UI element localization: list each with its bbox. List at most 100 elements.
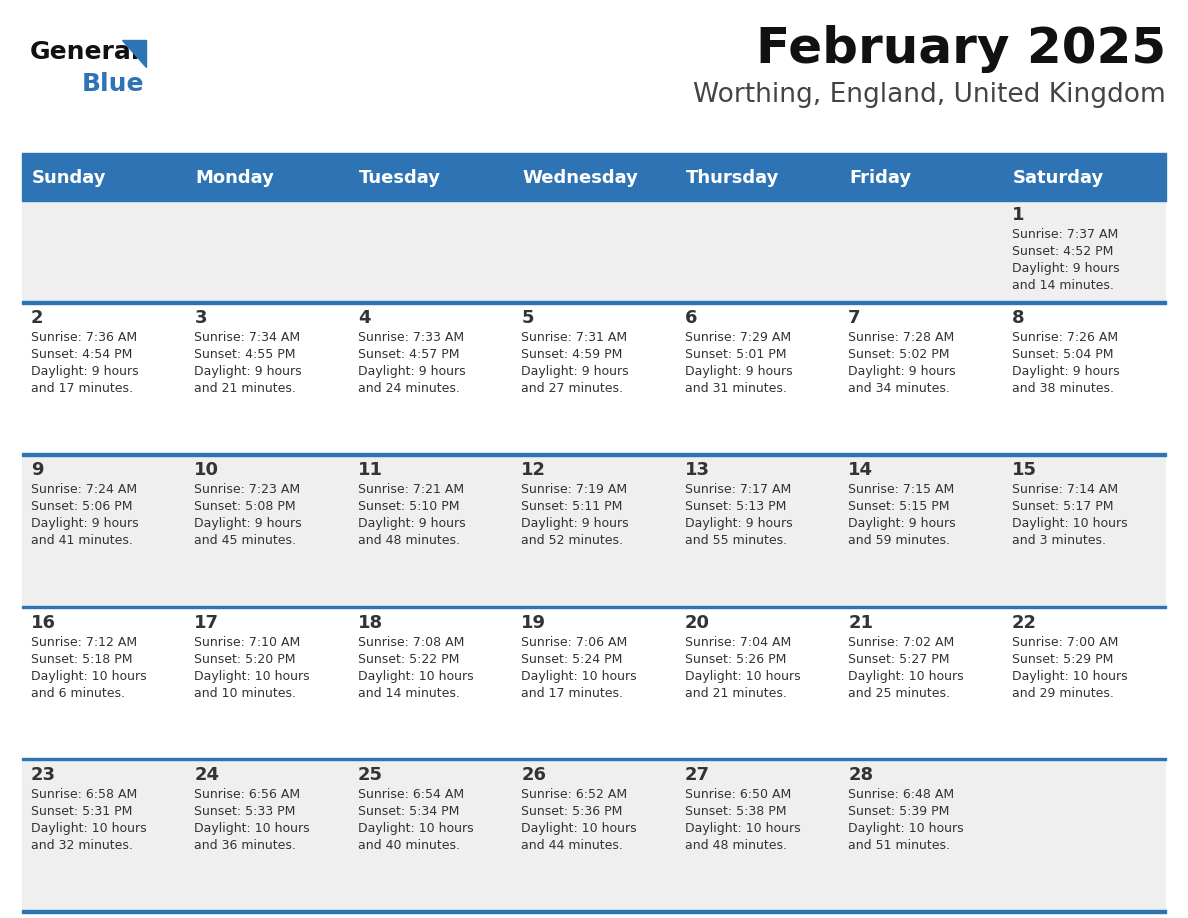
Text: 2: 2 <box>31 309 44 327</box>
Text: and 21 minutes.: and 21 minutes. <box>195 382 296 396</box>
Text: Saturday: Saturday <box>1012 169 1104 187</box>
Text: and 41 minutes.: and 41 minutes. <box>31 534 133 547</box>
Text: Sunrise: 6:58 AM: Sunrise: 6:58 AM <box>31 788 138 800</box>
Text: Daylight: 10 hours: Daylight: 10 hours <box>31 669 146 683</box>
Text: Sunrise: 7:14 AM: Sunrise: 7:14 AM <box>1011 484 1118 497</box>
Text: Daylight: 9 hours: Daylight: 9 hours <box>522 365 628 378</box>
Text: Sunset: 5:15 PM: Sunset: 5:15 PM <box>848 500 949 513</box>
Text: Sunset: 5:06 PM: Sunset: 5:06 PM <box>31 500 133 513</box>
Text: and 6 minutes.: and 6 minutes. <box>31 687 125 700</box>
Text: and 17 minutes.: and 17 minutes. <box>31 382 133 396</box>
Text: Sunset: 5:04 PM: Sunset: 5:04 PM <box>1011 348 1113 362</box>
Text: 23: 23 <box>31 766 56 784</box>
Text: 1: 1 <box>1011 206 1024 224</box>
Text: Sunrise: 7:33 AM: Sunrise: 7:33 AM <box>358 331 465 344</box>
Polygon shape <box>122 40 146 67</box>
Text: Sunrise: 7:10 AM: Sunrise: 7:10 AM <box>195 635 301 649</box>
Text: Sunset: 5:11 PM: Sunset: 5:11 PM <box>522 500 623 513</box>
Text: and 38 minutes.: and 38 minutes. <box>1011 382 1113 396</box>
Text: Sunset: 5:29 PM: Sunset: 5:29 PM <box>1011 653 1113 666</box>
Text: Daylight: 9 hours: Daylight: 9 hours <box>1011 365 1119 378</box>
Text: Tuesday: Tuesday <box>359 169 441 187</box>
Text: 11: 11 <box>358 462 383 479</box>
Text: Sunset: 4:55 PM: Sunset: 4:55 PM <box>195 348 296 362</box>
Text: Daylight: 10 hours: Daylight: 10 hours <box>684 669 801 683</box>
Text: Sunset: 5:34 PM: Sunset: 5:34 PM <box>358 805 460 818</box>
Text: 15: 15 <box>1011 462 1037 479</box>
Text: Sunrise: 7:26 AM: Sunrise: 7:26 AM <box>1011 331 1118 344</box>
Text: and 17 minutes.: and 17 minutes. <box>522 687 624 700</box>
Text: Daylight: 9 hours: Daylight: 9 hours <box>684 365 792 378</box>
Bar <box>23 198 1165 200</box>
Text: Sunrise: 7:04 AM: Sunrise: 7:04 AM <box>684 635 791 649</box>
Text: Sunrise: 6:56 AM: Sunrise: 6:56 AM <box>195 788 301 800</box>
Text: Thursday: Thursday <box>685 169 779 187</box>
Text: and 34 minutes.: and 34 minutes. <box>848 382 950 396</box>
Text: Sunset: 4:57 PM: Sunset: 4:57 PM <box>358 348 460 362</box>
Bar <box>23 158 1165 198</box>
Text: Sunrise: 7:15 AM: Sunrise: 7:15 AM <box>848 484 954 497</box>
Text: Sunrise: 7:31 AM: Sunrise: 7:31 AM <box>522 331 627 344</box>
Text: Sunrise: 7:17 AM: Sunrise: 7:17 AM <box>684 484 791 497</box>
Text: Sunset: 5:33 PM: Sunset: 5:33 PM <box>195 805 296 818</box>
Text: 9: 9 <box>31 462 44 479</box>
Text: Daylight: 9 hours: Daylight: 9 hours <box>195 365 302 378</box>
Text: 18: 18 <box>358 613 383 632</box>
Text: and 55 minutes.: and 55 minutes. <box>684 534 786 547</box>
Text: Monday: Monday <box>196 169 274 187</box>
Bar <box>23 198 1165 301</box>
Text: Daylight: 10 hours: Daylight: 10 hours <box>358 669 474 683</box>
Bar <box>23 301 1165 453</box>
Text: and 48 minutes.: and 48 minutes. <box>358 534 460 547</box>
Text: and 59 minutes.: and 59 minutes. <box>848 534 950 547</box>
Text: Daylight: 10 hours: Daylight: 10 hours <box>195 822 310 834</box>
Text: and 31 minutes.: and 31 minutes. <box>684 382 786 396</box>
Text: Sunrise: 6:50 AM: Sunrise: 6:50 AM <box>684 788 791 800</box>
Text: Blue: Blue <box>82 72 145 96</box>
Text: Sunset: 5:22 PM: Sunset: 5:22 PM <box>358 653 460 666</box>
Text: Friday: Friday <box>849 169 911 187</box>
Text: Daylight: 9 hours: Daylight: 9 hours <box>358 365 466 378</box>
Text: and 44 minutes.: and 44 minutes. <box>522 839 624 852</box>
Text: Sunset: 4:52 PM: Sunset: 4:52 PM <box>1011 245 1113 258</box>
Text: 12: 12 <box>522 462 546 479</box>
Text: 13: 13 <box>684 462 709 479</box>
Text: 7: 7 <box>848 309 860 327</box>
Text: 25: 25 <box>358 766 383 784</box>
Text: Daylight: 10 hours: Daylight: 10 hours <box>358 822 474 834</box>
Text: Daylight: 10 hours: Daylight: 10 hours <box>31 822 146 834</box>
Text: Daylight: 9 hours: Daylight: 9 hours <box>684 518 792 531</box>
Text: Sunrise: 6:52 AM: Sunrise: 6:52 AM <box>522 788 627 800</box>
Bar <box>23 910 1165 912</box>
Text: February 2025: February 2025 <box>756 25 1165 73</box>
Bar <box>23 453 1165 606</box>
Text: and 40 minutes.: and 40 minutes. <box>358 839 460 852</box>
Bar <box>23 758 1165 760</box>
Text: 16: 16 <box>31 613 56 632</box>
Text: Daylight: 10 hours: Daylight: 10 hours <box>684 822 801 834</box>
Text: 6: 6 <box>684 309 697 327</box>
Text: 27: 27 <box>684 766 709 784</box>
Text: Sunset: 5:17 PM: Sunset: 5:17 PM <box>1011 500 1113 513</box>
Text: 22: 22 <box>1011 613 1037 632</box>
Text: Sunset: 5:20 PM: Sunset: 5:20 PM <box>195 653 296 666</box>
Bar <box>23 606 1165 608</box>
Text: Sunset: 5:01 PM: Sunset: 5:01 PM <box>684 348 786 362</box>
Text: and 51 minutes.: and 51 minutes. <box>848 839 950 852</box>
Text: Daylight: 10 hours: Daylight: 10 hours <box>848 822 963 834</box>
Text: 4: 4 <box>358 309 371 327</box>
Text: Sunrise: 7:02 AM: Sunrise: 7:02 AM <box>848 635 954 649</box>
Text: Sunrise: 7:21 AM: Sunrise: 7:21 AM <box>358 484 465 497</box>
Text: Sunrise: 6:54 AM: Sunrise: 6:54 AM <box>358 788 465 800</box>
Text: 17: 17 <box>195 613 220 632</box>
Text: and 32 minutes.: and 32 minutes. <box>31 839 133 852</box>
Text: 10: 10 <box>195 462 220 479</box>
Text: Sunrise: 7:00 AM: Sunrise: 7:00 AM <box>1011 635 1118 649</box>
Text: Daylight: 9 hours: Daylight: 9 hours <box>195 518 302 531</box>
Text: Sunrise: 7:06 AM: Sunrise: 7:06 AM <box>522 635 627 649</box>
Text: 8: 8 <box>1011 309 1024 327</box>
Text: Daylight: 9 hours: Daylight: 9 hours <box>848 365 956 378</box>
Text: 26: 26 <box>522 766 546 784</box>
Text: and 3 minutes.: and 3 minutes. <box>1011 534 1106 547</box>
Text: 21: 21 <box>848 613 873 632</box>
